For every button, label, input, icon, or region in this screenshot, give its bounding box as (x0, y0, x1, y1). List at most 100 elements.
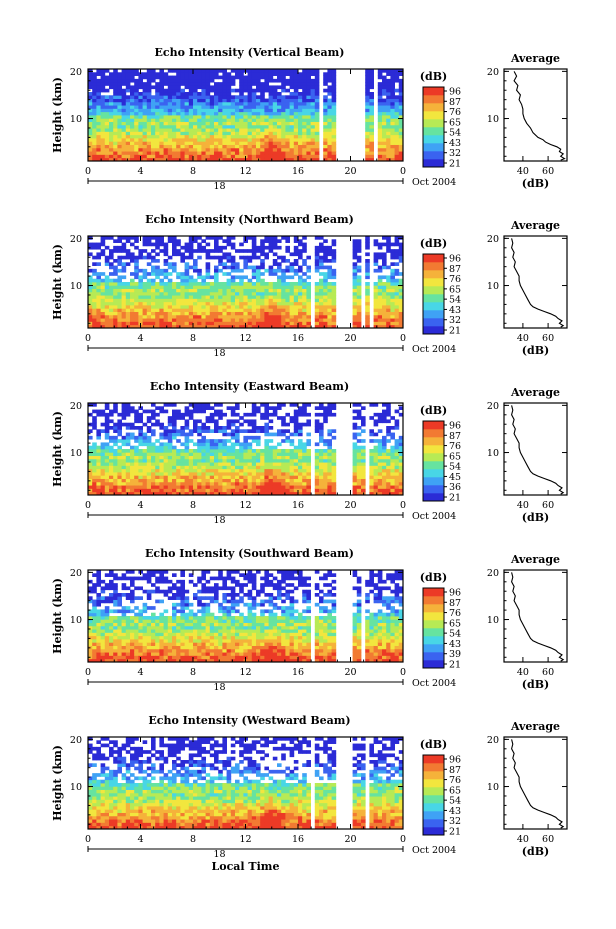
heatmap-cell (109, 147, 114, 152)
heatmap-cell (390, 151, 395, 155)
profile-y-tick-label: 20 (487, 234, 499, 245)
heatmap-cell (247, 101, 253, 106)
heatmap-cell (218, 268, 223, 273)
heatmap-cell (197, 439, 202, 443)
heatmap-cell (386, 265, 391, 270)
heatmap-cell (327, 452, 332, 456)
heatmap-cell (138, 118, 143, 122)
heatmap-cell (256, 429, 261, 433)
heatmap-cell (92, 75, 97, 80)
heatmap-cell (159, 455, 164, 460)
heatmap-cell (222, 151, 227, 155)
heatmap-cell (214, 305, 219, 309)
heatmap-cell (188, 308, 194, 312)
heatmap-cell (394, 465, 400, 470)
heatmap-cell (193, 282, 198, 286)
heatmap-cell (172, 249, 177, 253)
heatmap-cell (142, 485, 148, 489)
heatmap-cell (302, 288, 307, 293)
heatmap-cell (382, 435, 387, 440)
heatmap-cell (369, 69, 374, 73)
heatmap-cell (256, 452, 261, 456)
heatmap-cell (197, 458, 202, 463)
heatmap-cell (218, 95, 223, 99)
heatmap-cell (382, 262, 387, 266)
heatmap-cell (235, 301, 240, 306)
heatmap-cell (146, 108, 152, 113)
heatmap-cell (88, 134, 93, 139)
heatmap-cell (113, 157, 118, 162)
heatmap-cell (151, 462, 156, 466)
heatmap-cell (138, 255, 143, 260)
heatmap-cell (306, 291, 311, 296)
heatmap-cell (394, 268, 400, 273)
heatmap-cell (390, 72, 395, 76)
heatmap-cell (277, 115, 282, 119)
heatmap-cell (96, 105, 101, 109)
heatmap-cell (209, 311, 215, 316)
heatmap-cell (130, 435, 135, 440)
heatmap-cell (285, 305, 290, 309)
heatmap-cell (205, 458, 211, 463)
heatmap-cell (298, 491, 303, 496)
heatmap-cell (138, 131, 143, 136)
heatmap-cell (256, 151, 261, 155)
heatmap-cell (382, 419, 387, 424)
heatmap-cell (268, 321, 274, 326)
heatmap-cell (193, 141, 198, 145)
heatmap-cell (109, 295, 114, 299)
heatmap-cell (251, 147, 257, 152)
heatmap-cell (142, 85, 148, 90)
heatmap-cell (222, 458, 227, 463)
heatmap-cell (180, 105, 185, 109)
heatmap-cell (264, 121, 269, 126)
colorbar-swatch (423, 111, 444, 120)
heatmap-cell (104, 115, 110, 119)
heatmap-cell (289, 85, 295, 90)
heatmap-cell (243, 141, 248, 145)
heatmap-cell (155, 95, 160, 99)
heatmap-cell (272, 475, 278, 479)
heatmap-cell (260, 105, 265, 109)
x-tick-label: 0 (400, 166, 406, 177)
heatmap-cell (298, 485, 303, 489)
heatmap-cell (319, 435, 324, 440)
heatmap-cell (155, 85, 160, 90)
heatmap-cell (390, 305, 395, 309)
heatmap-cell (386, 295, 391, 299)
heatmap-cell (109, 108, 114, 113)
heatmap-cell (163, 121, 169, 126)
panel-title: Echo Intensity (Vertical Beam) (154, 46, 344, 59)
heatmap-cell (243, 485, 248, 489)
heatmap-cell (394, 318, 400, 322)
heatmap-cell (209, 131, 215, 136)
heatmap-cell (247, 85, 253, 90)
heatmap-cell (230, 282, 236, 286)
heatmap-cell (260, 154, 265, 159)
heatmap-cell (184, 465, 190, 470)
heatmap-cell (239, 72, 244, 76)
heatmap-cell (151, 255, 156, 260)
heatmap-cell (310, 105, 316, 109)
heatmap-cell (176, 468, 181, 473)
heatmap-cell (142, 108, 148, 113)
heatmap-cell (125, 488, 131, 493)
heatmap-cell (239, 249, 244, 253)
heatmap-cell (243, 85, 248, 90)
heatmap-cell (235, 138, 240, 142)
heatmap-cell (377, 458, 383, 463)
heatmap-cell (222, 75, 227, 80)
y-axis-label: Height (km) (51, 77, 64, 153)
heatmap-cell (100, 314, 106, 319)
heatmap-cell (96, 298, 101, 303)
heatmap-cell (197, 147, 202, 152)
heatmap-cell (352, 288, 358, 293)
heatmap-cell (377, 151, 383, 155)
heatmap-cell (209, 118, 215, 122)
heatmap-cell (264, 311, 269, 316)
heatmap-cell (247, 455, 253, 460)
heatmap-cell (390, 262, 395, 266)
heatmap-cell (361, 445, 366, 450)
heatmap-cell (251, 298, 257, 303)
heatmap-cell (146, 449, 152, 453)
